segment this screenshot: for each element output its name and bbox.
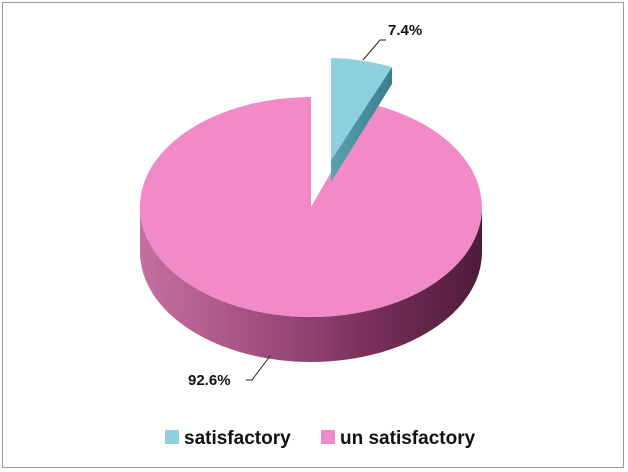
slice-satisfactory xyxy=(331,58,392,182)
legend-swatch-un-satisfactory xyxy=(321,430,335,444)
data-label-un-satisfactory: 92.6% xyxy=(188,372,231,389)
legend: satisfactory un satisfactory xyxy=(165,428,476,449)
slice-satisfactory-side xyxy=(331,67,392,182)
legend-label-un-satisfactory: un satisfactory xyxy=(340,428,476,449)
slice-un-satisfactory xyxy=(139,96,482,362)
slice-un-satisfactory-side xyxy=(140,207,482,362)
legend-swatch-satisfactory xyxy=(165,430,179,444)
leader-line-un-satisfactory xyxy=(246,355,271,381)
slice-un-satisfactory-top xyxy=(139,96,482,317)
leader-line-satisfactory xyxy=(362,39,386,61)
legend-label-satisfactory: satisfactory xyxy=(184,428,291,449)
data-label-satisfactory: 7.4% xyxy=(388,22,422,39)
slice-satisfactory-top xyxy=(331,58,392,160)
